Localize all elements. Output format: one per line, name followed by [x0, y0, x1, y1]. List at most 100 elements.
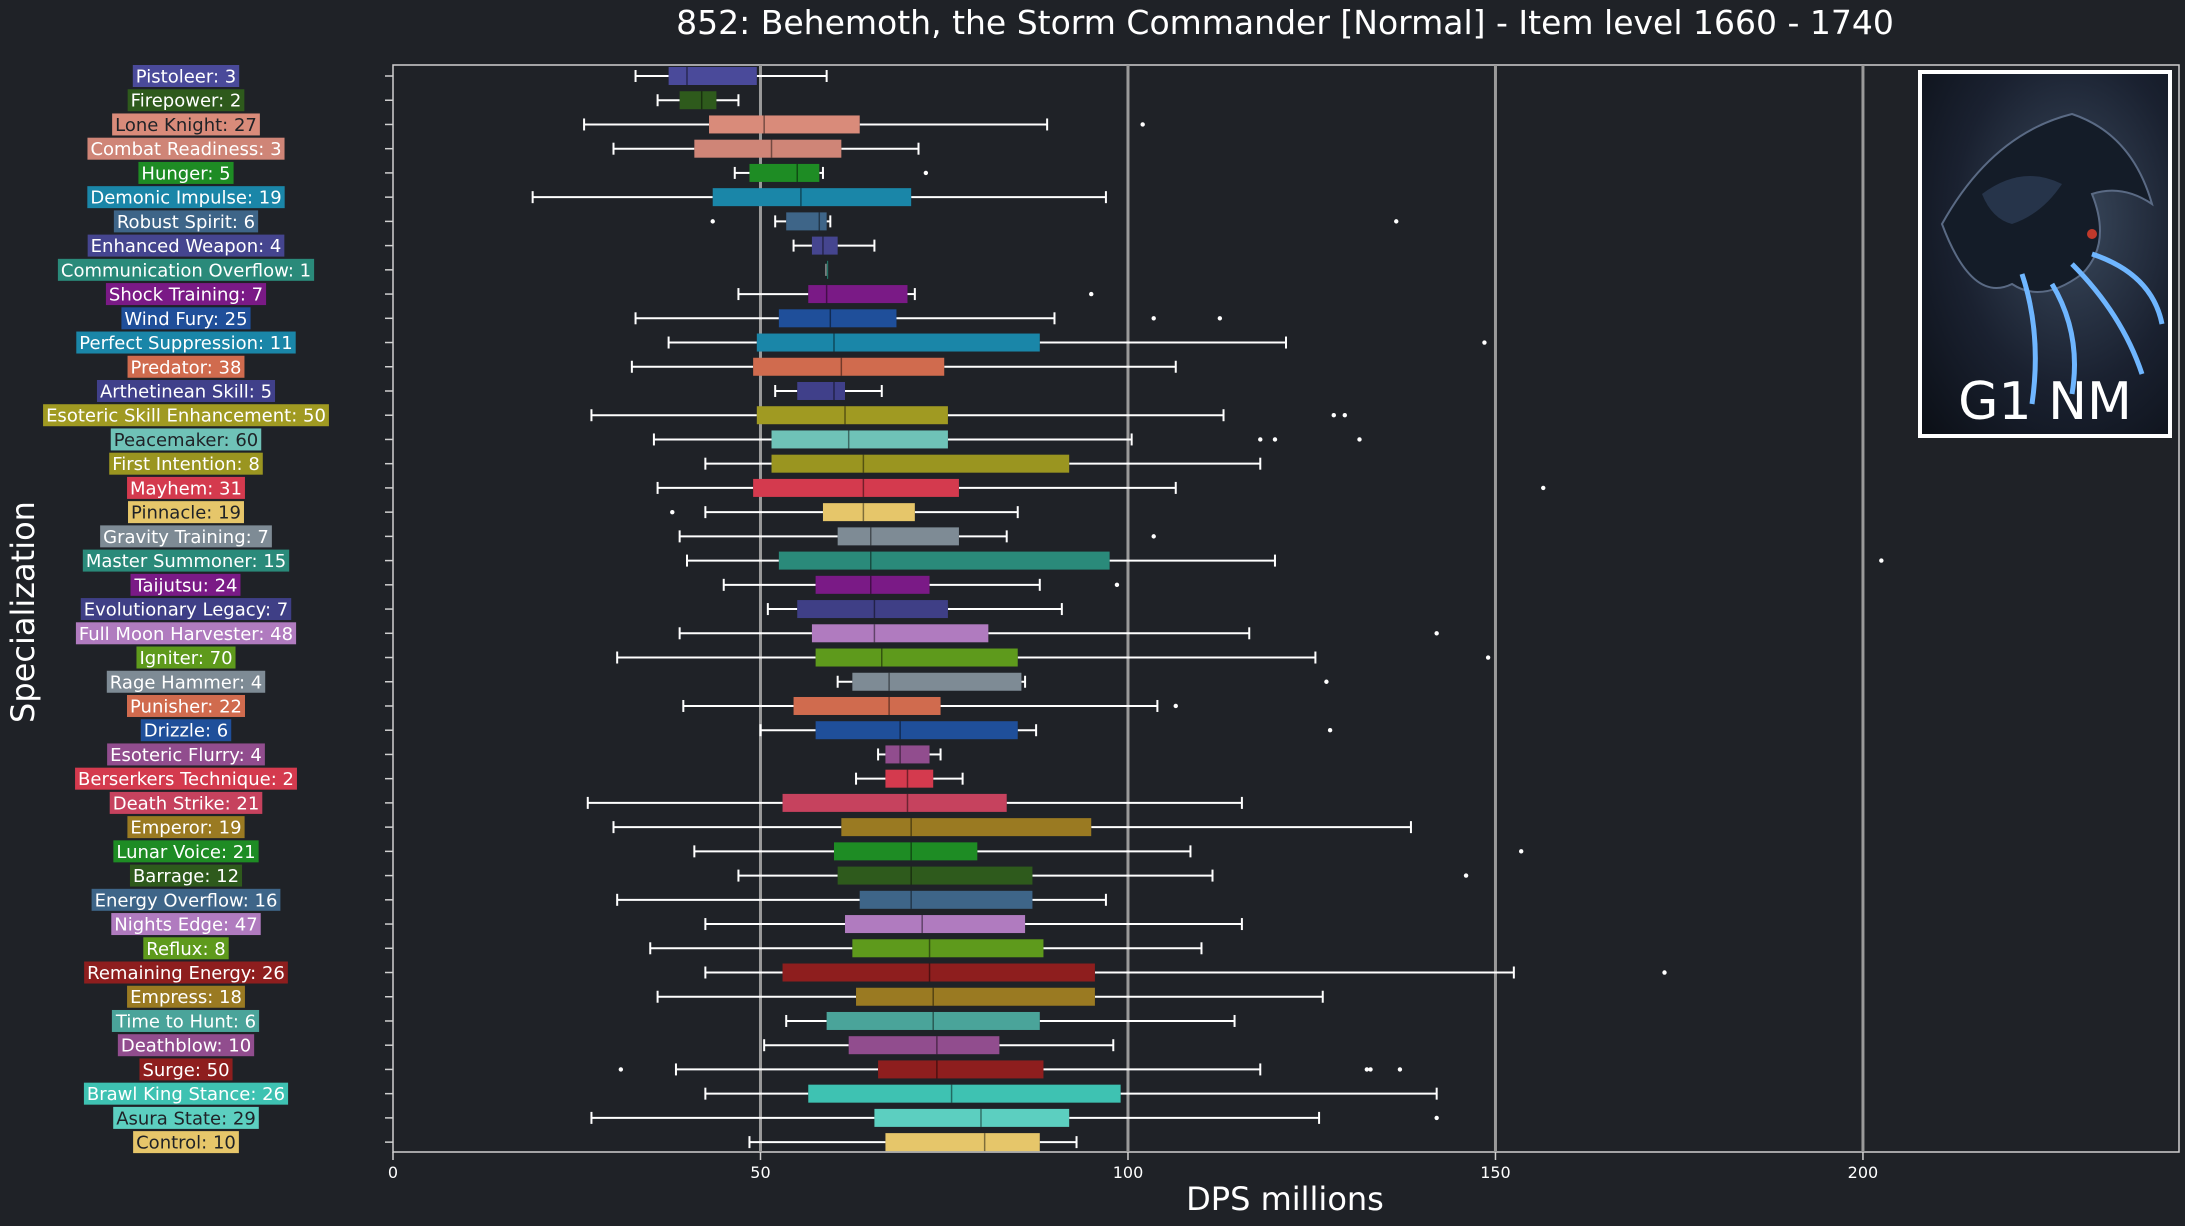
x-axis: 0 50 100 150 200 [388, 1152, 1878, 1182]
box-row: Emperor: 19 [127, 816, 1412, 839]
box-row: Time to Hunt: 6 [111, 1009, 1236, 1032]
reference-lines [758, 65, 1865, 1152]
y-tick-label-background [132, 65, 240, 87]
iqr-box [668, 67, 757, 85]
iqr-box [837, 527, 959, 546]
iqr-box [756, 333, 1040, 352]
y-tick-label-background [76, 331, 296, 354]
iqr-box [782, 793, 1007, 812]
box-row: Hunger: 5 [138, 161, 929, 184]
iqr-box [712, 188, 912, 207]
y-tick-label-background [127, 816, 245, 839]
outlier-point [1662, 970, 1667, 975]
iqr-box [826, 1011, 1040, 1030]
outlier-point [923, 170, 929, 176]
iqr-box [709, 115, 860, 134]
outlier-point [1342, 413, 1347, 418]
box-row: Reflux: 8 [143, 937, 1203, 960]
y-tick-label-background [121, 307, 251, 330]
y-tick-label: Shock Training: 7 [109, 285, 263, 306]
outlier-point [1434, 1115, 1439, 1121]
y-tick-label: Demonic Impulse: 19 [90, 188, 281, 209]
outlier-point [1151, 316, 1156, 321]
x-tick-label: 100 [1113, 1163, 1144, 1182]
box-row: Master Summoner: 15 [82, 549, 1884, 572]
x-tick-label: 200 [1848, 1163, 1879, 1182]
iqr-box [878, 1060, 1044, 1079]
y-tick-label: Arthetinean Skill: 5 [100, 381, 272, 402]
outlier-point [1258, 437, 1263, 442]
iqr-box [786, 212, 827, 231]
iqr-box [771, 430, 948, 449]
y-tick-label: Predator: 38 [131, 357, 242, 378]
outlier-point [1434, 631, 1439, 636]
box-row: Surge: 50 [139, 1058, 1403, 1081]
outlier-point [1463, 873, 1469, 878]
outlier-point [710, 219, 715, 224]
x-tick-label: 150 [1480, 1163, 1511, 1182]
iqr-box [845, 915, 1026, 934]
y-tick-label-background [96, 379, 276, 402]
box-row: Enhanced Weapon: 4 [87, 234, 876, 257]
y-tick-label-background [87, 137, 285, 160]
outlier-point [1217, 316, 1223, 321]
y-tick-label: Perfect Suppression: 11 [79, 333, 292, 354]
boss-caption: G1 NM [1958, 372, 2132, 432]
y-tick-label-background [109, 791, 263, 814]
iqr-box [811, 624, 989, 643]
x-axis-label: DPS millions [1186, 1180, 1384, 1218]
box-row: Gravity Training: 7 [100, 525, 1156, 548]
y-tick-label: Pinnacle: 19 [131, 503, 241, 524]
box-row: Evolutionary Legacy: 7 [80, 598, 1063, 621]
plot-area [392, 64, 2180, 1153]
y-tick-label: Lone Knight: 27 [115, 115, 257, 136]
outlier-point [1485, 655, 1491, 660]
outlier-point [1140, 122, 1145, 127]
y-tick-label: Control: 10 [136, 1133, 236, 1154]
y-tick-label: Rage Hammer: 4 [110, 672, 262, 693]
box-row: Lone Knight: 27 [112, 113, 1145, 136]
y-tick-label: Brawl King Stance: 26 [87, 1084, 285, 1105]
iqr-box [793, 696, 941, 715]
y-tick-label-background [80, 598, 292, 621]
iqr-box [756, 406, 948, 425]
outlier-point [1879, 558, 1884, 563]
x-tick-label: 0 [388, 1163, 398, 1182]
iqr-box [859, 890, 1033, 909]
y-tick-label-background [107, 743, 265, 766]
y-tick-label: Full Moon Harvester: 48 [79, 624, 293, 645]
y-tick-label: Nights Edge: 47 [114, 915, 257, 936]
y-tick-label-background [127, 476, 245, 499]
y-tick-label-background [91, 888, 281, 911]
box-row: Full Moon Harvester: 48 [75, 622, 1439, 645]
iqr-box [852, 939, 1044, 958]
box-row: Demonic Impulse: 19 [87, 186, 1107, 209]
outlier-point [1397, 1067, 1403, 1072]
box-row: Shock Training: 7 [105, 283, 1094, 306]
y-tick-label: Death Strike: 21 [113, 793, 260, 814]
y-tick-label: Emperor: 19 [130, 818, 241, 839]
iqr-box [797, 381, 846, 400]
iqr-box [848, 1036, 1000, 1055]
y-tick-label-background [127, 694, 245, 717]
outlier-point [1272, 437, 1278, 442]
y-tick-label-background [105, 283, 267, 306]
outlier-point [1368, 1067, 1373, 1072]
box-row: Barrage: 12 [129, 864, 1469, 887]
iqr-box [815, 575, 930, 594]
y-tick-label-background [127, 985, 245, 1008]
box-row: Remaining Energy: 26 [84, 961, 1667, 984]
dragon-portrait-image [1940, 112, 2165, 405]
y-tick-label-background [113, 840, 259, 863]
y-tick-label-background [138, 161, 234, 184]
y-tick-label-background [109, 452, 263, 475]
y-tick-label-background [130, 573, 241, 596]
y-tick-label-background [133, 1131, 239, 1154]
y-tick-label: Lunar Voice: 21 [116, 842, 255, 863]
y-tick-label: Energy Overflow: 16 [95, 890, 278, 911]
box-row: Perfect Suppression: 11 [76, 331, 1487, 354]
box-row: Control: 10 [133, 1131, 1078, 1154]
iqr-box [808, 1084, 1121, 1103]
y-tick-label: Asura State: 29 [116, 1108, 256, 1129]
